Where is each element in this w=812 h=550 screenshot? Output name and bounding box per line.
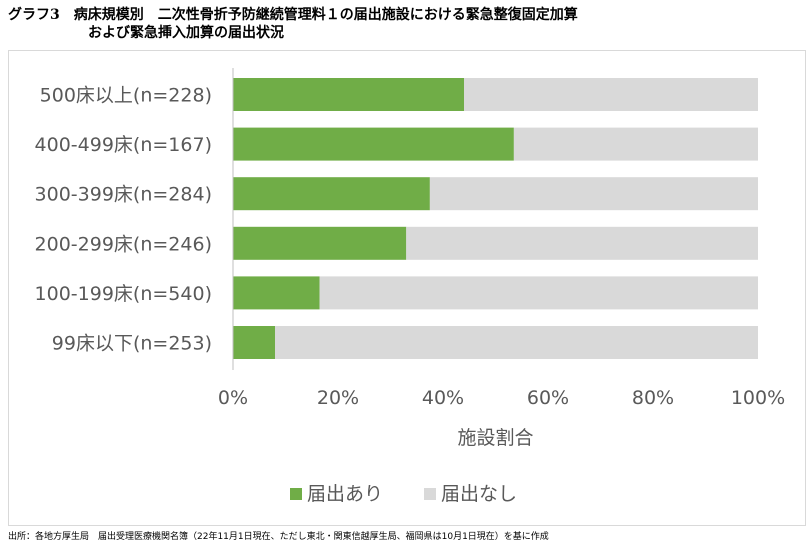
x-tick-label: 20% (317, 387, 359, 409)
bar-not-filed-4 (319, 276, 758, 310)
bar-filed-3 (233, 226, 407, 260)
legend-label-not-filed: 届出なし (441, 483, 517, 505)
legend-label-filed: 届出あり (307, 483, 383, 505)
bar-filed-0 (233, 78, 464, 111)
category-label: 500床以上(n=228) (40, 85, 212, 107)
chart-frame (8, 50, 806, 526)
x-tick-label: 0% (218, 387, 248, 409)
bar-not-filed-2 (429, 177, 758, 211)
x-tick-label: 100% (731, 387, 785, 409)
legend-swatch-filed (290, 488, 302, 500)
chart-title: グラフ3 病床規模別 二次性骨折予防継続管理料１の届出施設における緊急整復固定加… (8, 6, 808, 42)
category-label: 100-199床(n=540) (35, 283, 212, 305)
bar-not-filed-0 (464, 78, 758, 111)
x-tick-label: 60% (527, 387, 569, 409)
bar-not-filed-3 (406, 226, 758, 260)
x-tick-label: 80% (632, 387, 674, 409)
bar-filed-1 (233, 127, 514, 161)
x-tick-label: 40% (422, 387, 464, 409)
bar-filed-4 (233, 276, 320, 310)
bar-not-filed-1 (513, 127, 758, 161)
legend-swatch-not-filed (424, 488, 436, 500)
chart-title-line-2: および緊急挿入加算の届出状況 (88, 25, 284, 41)
category-label: 400-499床(n=167) (35, 134, 212, 156)
bar-filed-5 (233, 326, 275, 359)
category-label: 300-399床(n=284) (35, 184, 212, 206)
x-axis-title: 施設割合 (457, 427, 533, 449)
chart-title-line-1: グラフ3 病床規模別 二次性骨折予防継続管理料１の届出施設における緊急整復固定加… (8, 7, 578, 23)
category-label: 200-299床(n=246) (35, 233, 212, 255)
source-note: 出所：各地方厚生局 届出受理医療機関名簿（22年11月1日現在、ただし東北・関東… (8, 532, 549, 542)
category-label: 99床以下(n=253) (52, 333, 212, 355)
bar-not-filed-5 (275, 326, 758, 359)
bar-filed-2 (233, 177, 430, 211)
